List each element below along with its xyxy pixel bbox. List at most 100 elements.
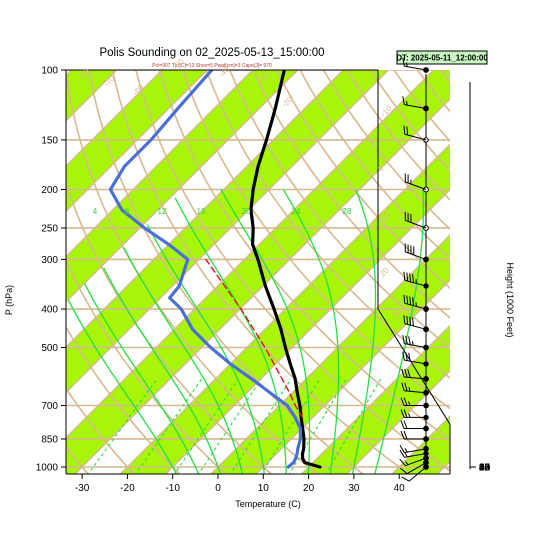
temperature-tick-label: -10 (165, 483, 180, 494)
wind-barb (402, 96, 427, 109)
temperature-tick-label: -20 (120, 483, 135, 494)
temperature-tick-label: 30 (348, 483, 360, 494)
isotherm-line (66, 70, 163, 167)
isotherm-line (164, 188, 450, 474)
height-tick-label: 6 (479, 463, 485, 474)
temperature-line (249, 70, 322, 469)
wind-barb (400, 420, 426, 430)
temperature-tick-label: 20 (303, 483, 315, 494)
temperature-tick-label: -30 (75, 483, 90, 494)
mixing-ratio-line (173, 378, 239, 474)
isotherm-line (66, 70, 390, 394)
dry-adiabat (66, 70, 319, 474)
moist-adiabat (146, 224, 265, 474)
isotherm-label: 0 (376, 164, 386, 174)
mixing-ratio-label: 28 (343, 207, 352, 216)
wind-barb (399, 445, 427, 454)
dry-adiabat (66, 445, 90, 474)
height-tick-label: 50 (479, 463, 491, 474)
mixing-ratio-line (197, 378, 262, 474)
wind-barb (402, 335, 427, 348)
isotherm-line (66, 70, 254, 258)
y-axis-label: P (hPa) (4, 285, 14, 315)
wind-barb (400, 409, 426, 418)
moist-adiabat (220, 189, 311, 474)
height-tick-label: 35 (479, 463, 491, 474)
wind-barb (404, 243, 427, 260)
pressure-tick-label: 250 (41, 223, 58, 234)
mixing-ratio-line (87, 378, 158, 474)
dry-adiabat (228, 70, 450, 349)
height-tick-label: 30 (479, 463, 491, 474)
dry-adiabat (252, 70, 450, 319)
isotherm-label: 20 (378, 265, 391, 278)
isotherm-line (66, 70, 299, 303)
height-tick-label: 45 (479, 463, 491, 474)
mixing-ratio-line (229, 378, 292, 474)
wind-barb (404, 211, 427, 229)
wind-barb (403, 315, 427, 330)
mixing-ratio-line (260, 378, 321, 474)
height-tick-label: 40 (479, 463, 491, 474)
height-tick-label: 10 (479, 463, 491, 474)
height-tick-label: 16 (479, 463, 491, 474)
moist-adiabat (351, 189, 377, 474)
chart-title: Polis Sounding on 02_2025-05-13_15:00:00 (99, 47, 324, 59)
mixing-ratio-line (134, 378, 203, 474)
mixing-ratio-line (325, 378, 382, 474)
wind-barb (399, 457, 427, 467)
parcel-line (205, 258, 304, 419)
dewpoint-line (108, 70, 303, 469)
wind-barb (401, 368, 427, 380)
pressure-tick-label: 850 (41, 434, 58, 445)
x-axis-label: Temperature (C) (235, 499, 301, 509)
pressure-tick-label: 100 (41, 66, 58, 77)
mixing-ratio-label: 16 (197, 207, 206, 216)
isotherm-band (66, 70, 450, 474)
pressure-tick-label: 150 (41, 135, 58, 146)
isotherm-line (345, 369, 450, 474)
height-tick-label: 14 (479, 463, 491, 474)
wind-barb (402, 351, 427, 365)
dry-adiabat (450, 52, 540, 484)
dry-adiabat (66, 180, 273, 474)
isotherm-label: -20 (280, 94, 295, 109)
dry-adiabat (88, 70, 365, 474)
height-axis-label: Height (1000 Feet) (505, 262, 515, 337)
isotherm-line (0, 52, 44, 484)
wind-barb (404, 173, 427, 190)
mixing-ratio-label: 4 (93, 207, 98, 216)
pressure-tick-label: 500 (41, 343, 58, 354)
mixing-ratio-label: 24 (292, 207, 301, 216)
moist-adiabat (83, 283, 200, 474)
dry-adiabat (0, 52, 50, 484)
wind-barb (403, 125, 427, 141)
dry-adiabat (66, 258, 227, 474)
height-tick-label: 0 (479, 463, 485, 474)
pressure-tick-label: 700 (41, 401, 58, 412)
isotherm-line (255, 279, 450, 474)
height-tick-label: 20 (479, 463, 491, 474)
wind-barb (402, 57, 427, 71)
isotherm-line (210, 234, 450, 474)
datetime-label: DT: 2025-05-11_12:00:00 (396, 54, 488, 63)
temperature-tick-label: 0 (215, 483, 221, 494)
isotherm-band (0, 52, 44, 484)
moist-adiabat (123, 247, 244, 474)
dry-adiabat (66, 387, 135, 474)
height-tick-label: 2 (479, 463, 485, 474)
isotherm-line (119, 143, 450, 474)
temperature-tick-label: 40 (394, 483, 406, 494)
chart-subtitle: Pcl=907 Tlcl[C]=13 Shox=5 Pwat[cm]=3 Cap… (152, 63, 272, 69)
dry-adiabat (275, 70, 450, 290)
moist-adiabat (174, 197, 287, 474)
height-tick-label: 25 (479, 463, 491, 474)
isotherm-line (66, 70, 345, 349)
height-tick-label: 8 (479, 463, 485, 474)
moist-adiabat (103, 267, 222, 474)
pressure-tick-label: 400 (41, 305, 58, 316)
height-tick-label: 4 (479, 463, 485, 474)
dry-adiabat (158, 70, 450, 441)
pressure-tick-label: 300 (41, 255, 58, 266)
